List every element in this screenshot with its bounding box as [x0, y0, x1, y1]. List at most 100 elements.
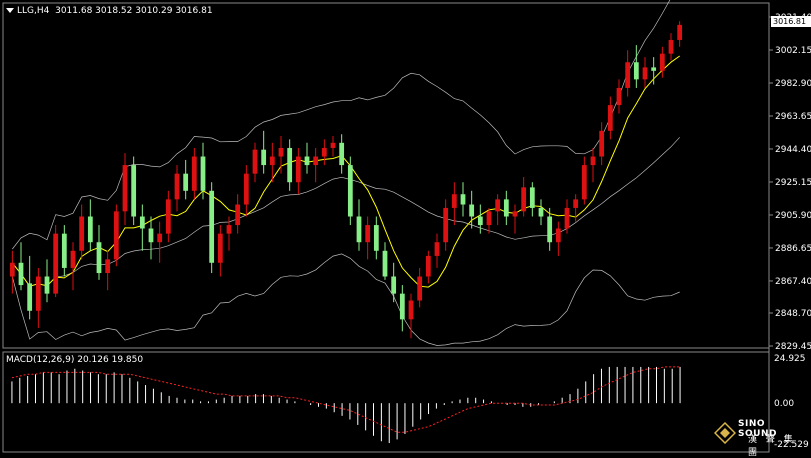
candle	[512, 204, 518, 234]
candle-body	[399, 293, 405, 320]
candle	[44, 259, 50, 303]
candle-body	[79, 216, 85, 251]
candle	[209, 182, 215, 274]
candle	[573, 194, 579, 222]
candle	[529, 182, 535, 217]
candle	[659, 46, 665, 78]
price-tick-label: 3002.15	[775, 46, 811, 56]
candle-body	[226, 225, 232, 234]
price-tick-label: 2905.90	[775, 211, 811, 221]
candle-body	[287, 147, 293, 183]
bollinger-bands	[11, 0, 680, 346]
candle-body	[590, 156, 596, 166]
macd-header: MACD(12,26,9) 20.126 19.850	[6, 355, 143, 365]
candle	[521, 177, 527, 217]
price-axis-ticks: 3021.403002.152982.902963.652944.402925.…	[769, 13, 811, 352]
logo-diamond-icon	[714, 422, 736, 444]
candle	[243, 165, 249, 217]
candle-body	[96, 242, 102, 274]
candle-body	[44, 276, 50, 294]
candle	[391, 262, 397, 303]
candle	[113, 204, 119, 267]
candle	[633, 45, 639, 88]
candle-body	[642, 67, 648, 80]
candle	[625, 50, 631, 97]
macd-axis-ticks: 24.925 0.00 -22.529	[774, 354, 809, 450]
candle	[503, 190, 509, 226]
price-tick-label: 2829.45	[775, 342, 811, 352]
candle	[79, 204, 85, 260]
candle-body	[391, 276, 397, 294]
candle	[235, 194, 241, 234]
candle-body	[183, 173, 189, 191]
candle-body	[347, 165, 353, 217]
candle	[599, 122, 605, 166]
candle	[252, 142, 258, 183]
candle-body	[451, 194, 457, 208]
bollinger-middle-band	[12, 137, 680, 287]
candle	[356, 199, 362, 251]
candle-body	[27, 283, 33, 311]
candle-body	[18, 262, 24, 286]
candle-body	[113, 211, 119, 260]
candle-body	[278, 147, 284, 157]
candle-body	[434, 242, 440, 256]
candle	[304, 142, 310, 174]
candle	[61, 225, 67, 277]
candle	[191, 147, 197, 200]
dropdown-triangle-icon[interactable]	[6, 8, 14, 13]
candle	[434, 233, 440, 268]
candle	[148, 216, 154, 260]
candle-body	[547, 216, 553, 243]
candle-body	[469, 204, 475, 217]
candle	[564, 199, 570, 234]
price-tick-label: 2963.65	[775, 112, 811, 122]
logo-brand: SINO SOUND	[738, 419, 777, 439]
candle	[382, 242, 388, 280]
candle	[70, 242, 76, 291]
candle-body	[529, 187, 535, 208]
candle	[373, 216, 379, 260]
candle	[96, 225, 102, 280]
candlesticks	[9, 21, 683, 339]
candle	[18, 242, 24, 291]
candle-body	[633, 62, 639, 80]
candle	[581, 156, 587, 205]
candle	[9, 250, 15, 294]
candle	[347, 156, 353, 226]
price-pane-border	[2, 2, 770, 349]
candle	[408, 293, 414, 339]
candle-body	[261, 149, 267, 166]
candle-body	[443, 207, 449, 243]
candle-body	[139, 216, 145, 229]
candle-body	[87, 216, 93, 243]
candle-body	[417, 276, 423, 301]
candle	[417, 267, 423, 308]
candle-body	[365, 225, 371, 243]
candle-body	[339, 142, 345, 166]
chart-header: LLG,H4 3011.68 3018.52 3010.29 3016.81	[6, 6, 213, 16]
candle-body	[243, 173, 249, 205]
candle-body	[477, 216, 483, 226]
candle-body	[157, 233, 163, 243]
candle-body	[659, 53, 665, 71]
candle-body	[512, 211, 518, 217]
price-tick-label: 2944.40	[775, 145, 811, 155]
candle	[451, 182, 457, 226]
candle-body	[573, 199, 579, 208]
candle-body	[165, 199, 171, 234]
candle	[131, 156, 137, 226]
candle-body	[460, 194, 466, 205]
candle	[287, 139, 293, 191]
candle-body	[209, 190, 215, 263]
sino-sound-logo: SINO SOUND 漢 聲 集 團	[714, 418, 806, 458]
candle-body	[651, 67, 657, 71]
candle	[139, 204, 145, 251]
candle	[27, 255, 33, 320]
candle-body	[382, 250, 388, 277]
candle	[616, 79, 622, 114]
ma-path	[11, 55, 680, 288]
candle	[157, 221, 163, 263]
candle	[495, 194, 501, 226]
candle	[651, 57, 657, 85]
